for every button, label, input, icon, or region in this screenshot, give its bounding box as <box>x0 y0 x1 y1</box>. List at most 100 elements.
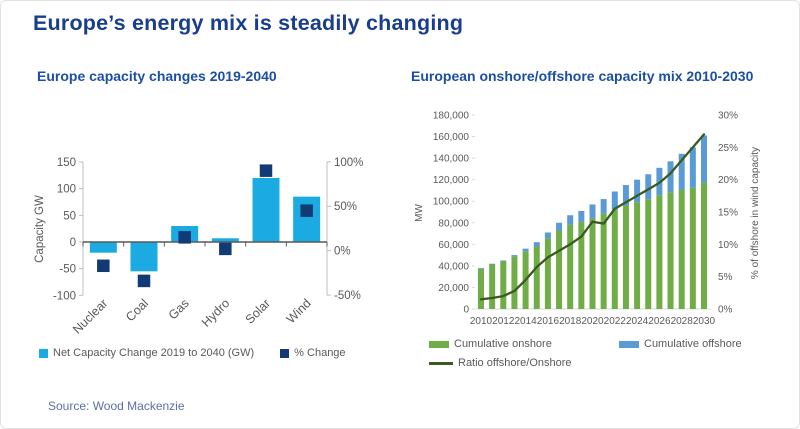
left-axis-tick-label: -100 <box>53 290 76 302</box>
pct-marker-coal <box>137 274 151 288</box>
page-title: Europe’s energy mix is steadily changing <box>33 11 464 35</box>
category-label-solar: Solar <box>243 296 274 327</box>
year-label-2012: 2012 <box>492 316 515 327</box>
mw-axis-title: MW <box>414 204 425 222</box>
pct-axis-tick-label: 15% <box>718 207 738 218</box>
legend-label-onshore: Cumulative onshore <box>454 338 552 350</box>
offshore-bar-2025 <box>645 174 652 200</box>
bar-wind <box>293 196 321 242</box>
legend-item-onshore: Cumulative onshore <box>429 338 619 350</box>
offshore-bar-2013 <box>511 255 518 257</box>
onshore-bar-2027 <box>667 192 674 309</box>
capacity-change-chart: 150 100 50 0 -50 -100 100% 50% 0% -50% Nuclear Coal… <box>34 157 363 337</box>
mw-axis-tick-label: 140,000 <box>433 154 470 165</box>
offshore-bar-2020 <box>589 204 596 219</box>
legend-label-net-capacity: Net Capacity Change 2019 to 2040 (GW) <box>53 347 255 359</box>
right-axis-tick-label: 100% <box>334 157 363 169</box>
right-axis-tick-label: 50% <box>334 201 357 213</box>
right-chart-title: European onshore/offshore capacity mix 2… <box>411 68 754 84</box>
pct-axis-tick-label: 20% <box>718 175 738 186</box>
pct-marker-hydro <box>219 242 232 256</box>
bar-nuclear <box>89 242 117 253</box>
onshore-bar-2012 <box>500 261 507 309</box>
mw-axis-tick-label: 100,000 <box>433 197 470 208</box>
onshore-bar-2026 <box>656 195 663 309</box>
onshore-bar-2018 <box>567 224 574 309</box>
offshore-bar-2011 <box>489 263 496 265</box>
offshore-bar-2022 <box>611 191 618 210</box>
left-axis-tick-label: 150 <box>57 157 76 169</box>
onshore-bar-2019 <box>578 221 585 309</box>
capacity-chart-legend: Net Capacity Change 2019 to 2040 (GW) % … <box>39 347 346 359</box>
ratio-line-swatch <box>429 361 453 365</box>
pct-axis-tick-label: 0% <box>718 305 733 316</box>
mw-axis-tick-label: 20,000 <box>438 283 469 294</box>
onshore-bar-2028 <box>678 189 685 309</box>
year-label-2022: 2022 <box>604 316 627 327</box>
onshore-bar-2020 <box>589 218 596 309</box>
year-label-2014: 2014 <box>514 316 537 327</box>
onshore-bar-2017 <box>556 230 563 309</box>
offshore-bar-2016 <box>544 232 551 239</box>
year-label-2028: 2028 <box>671 316 694 327</box>
category-label-nuclear: Nuclear <box>70 296 110 336</box>
offshore-bar-2014 <box>522 248 529 252</box>
category-label-gas: Gas <box>166 296 192 322</box>
year-label-2010: 2010 <box>470 316 493 327</box>
onshore-swatch <box>429 340 449 348</box>
onshore-bar-2025 <box>645 199 652 309</box>
onshore-bar-2029 <box>689 187 696 309</box>
legend-label-ratio: Ratio offshore/Onshore <box>458 357 572 369</box>
pct-axis-tick-label: 30% <box>718 110 738 121</box>
legend-label-offshore: Cumulative offshore <box>644 338 742 350</box>
offshore-bar-2015 <box>533 242 540 247</box>
category-label-wind: Wind <box>284 296 314 326</box>
offshore-bar-2030 <box>701 135 707 183</box>
pct-axis-tick-label: 25% <box>718 143 738 154</box>
offshore-bar-2012 <box>500 260 507 262</box>
legend-item-offshore: Cumulative offshore <box>619 338 742 350</box>
year-label-2024: 2024 <box>626 316 649 327</box>
category-label-hydro: Hydro <box>199 296 233 330</box>
left-axis-tick-label: 100 <box>57 184 76 196</box>
mw-axis-tick-label: 80,000 <box>438 218 469 229</box>
offshore-bar-2027 <box>667 161 674 193</box>
onshore-bar-2016 <box>544 238 551 309</box>
onshore-bar-2010 <box>478 268 484 309</box>
mw-axis-tick-label: 0 <box>463 305 469 316</box>
net-capacity-swatch <box>39 348 48 358</box>
offshore-bar-2010 <box>478 268 484 269</box>
offshore-bar-2024 <box>634 179 641 203</box>
year-label-2030: 2030 <box>693 316 716 327</box>
mw-axis-tick-label: 40,000 <box>438 261 469 272</box>
left-chart-title: Europe capacity changes 2019-2040 <box>37 68 277 84</box>
offshore-bar-2023 <box>622 185 629 206</box>
onshore-bar-2024 <box>634 202 641 309</box>
onshore-offshore-chart: 0 20,000 40,000 60,000 80,000 100,000 120,000 1… <box>414 110 761 327</box>
pct-marker-nuclear <box>97 259 110 273</box>
gw-axis-title: Capacity GW <box>34 195 46 263</box>
offshore-bar-2029 <box>689 147 696 188</box>
pct-marker-wind <box>300 204 313 217</box>
right-axis-tick-label: 0% <box>334 246 351 258</box>
pct-axis-title: % of offshore in wind capacity <box>750 147 761 279</box>
offshore-swatch <box>619 340 639 348</box>
source-note: Source: Wood Mackenzie <box>48 399 185 413</box>
pct-marker-solar <box>259 164 273 177</box>
onshore-bar-2023 <box>622 205 629 309</box>
right-axis-tick-label: -50% <box>334 290 361 302</box>
bar-hydro <box>211 238 239 242</box>
left-axis-tick-label: 50 <box>63 210 76 222</box>
offshore-bar-2028 <box>678 153 685 190</box>
onshore-bar-2015 <box>533 246 540 309</box>
year-label-2026: 2026 <box>648 316 671 327</box>
year-label-2018: 2018 <box>559 316 582 327</box>
mix-chart-legend: Cumulative onshore Cumulative offshore R… <box>429 338 742 369</box>
left-axis-tick-label: -50 <box>59 264 76 276</box>
mw-axis-tick-label: 160,000 <box>433 132 470 143</box>
onshore-bar-2013 <box>511 256 518 309</box>
onshore-bar-2022 <box>611 209 618 309</box>
onshore-bar-2011 <box>489 264 496 309</box>
offshore-bar-2021 <box>600 199 607 214</box>
